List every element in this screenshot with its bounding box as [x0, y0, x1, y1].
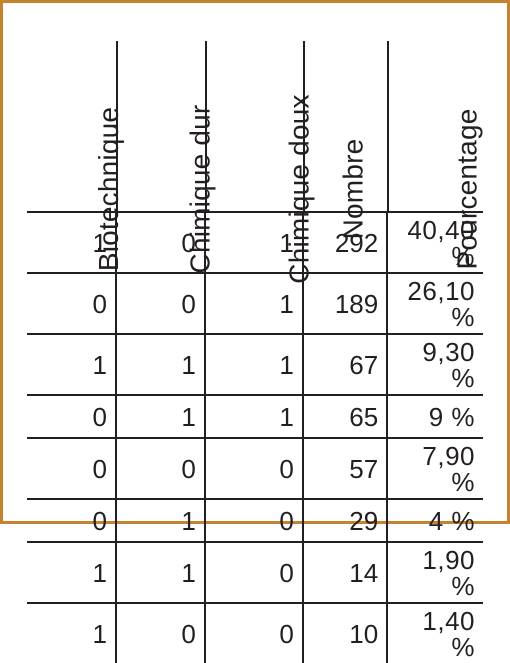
table-row: 1 1 0 14 1,90 %: [27, 542, 483, 603]
cell-nombre: 10: [303, 603, 387, 663]
table-row: 1 0 0 10 1,40 %: [27, 603, 483, 663]
cell-biotechnique: 1: [27, 542, 116, 603]
cell-nombre: 14: [303, 542, 387, 603]
cell-biotechnique: 0: [27, 438, 116, 499]
cell-nombre: 65: [303, 395, 387, 438]
cell-chimique-doux: 1: [205, 395, 303, 438]
col-header-chimique-dur: Chimique dur: [116, 21, 205, 212]
cell-nombre: 67: [303, 334, 387, 395]
cell-chimique-doux: 0: [205, 603, 303, 663]
cell-chimique-dur: 1: [116, 542, 205, 603]
cell-chimique-dur: 1: [116, 334, 205, 395]
header-row: Biotechnique Chimique dur Chimique doux …: [27, 21, 483, 212]
table-row: 1 1 1 67 9,30 %: [27, 334, 483, 395]
cell-chimique-doux: 0: [205, 438, 303, 499]
cell-pourcentage: 9,30 %: [387, 334, 483, 395]
table-row: 0 0 0 57 7,90 %: [27, 438, 483, 499]
col-header-biotechnique: Biotechnique: [27, 21, 116, 212]
cell-pourcentage: 26,10 %: [387, 273, 483, 334]
cell-nombre: 29: [303, 499, 387, 542]
cell-pourcentage: 9 %: [387, 395, 483, 438]
col-header-chimique-doux: Chimique doux: [205, 21, 303, 212]
col-header-nombre: Nombre: [303, 21, 387, 212]
cell-chimique-dur: 0: [116, 438, 205, 499]
cell-pourcentage: 1,90 %: [387, 542, 483, 603]
data-table: Biotechnique Chimique dur Chimique doux …: [27, 21, 483, 663]
table-row: 0 1 0 29 4 %: [27, 499, 483, 542]
cell-chimique-dur: 0: [116, 273, 205, 334]
table-frame: Biotechnique Chimique dur Chimique doux …: [0, 0, 510, 524]
cell-biotechnique: 1: [27, 603, 116, 663]
cell-pourcentage: 1,40 %: [387, 603, 483, 663]
cell-pourcentage: 7,90 %: [387, 438, 483, 499]
cell-biotechnique: 1: [27, 334, 116, 395]
cell-chimique-doux: 1: [205, 334, 303, 395]
col-label: Nombre: [337, 139, 369, 240]
table-body: 1 0 1 292 40,40 % 0 0 1 189 26,10 % 1 1 …: [27, 212, 483, 663]
cell-nombre: 57: [303, 438, 387, 499]
cell-biotechnique: 0: [27, 499, 116, 542]
col-header-pourcentage: Pourcentage: [387, 21, 483, 212]
col-label: Pourcentage: [452, 109, 484, 270]
cell-pourcentage: 4 %: [387, 499, 483, 542]
cell-chimique-doux: 0: [205, 499, 303, 542]
table-row: 0 0 1 189 26,10 %: [27, 273, 483, 334]
cell-chimique-doux: 0: [205, 542, 303, 603]
cell-biotechnique: 0: [27, 395, 116, 438]
table-row: 0 1 1 65 9 %: [27, 395, 483, 438]
cell-chimique-dur: 0: [116, 603, 205, 663]
cell-biotechnique: 0: [27, 273, 116, 334]
cell-chimique-dur: 1: [116, 395, 205, 438]
cell-chimique-dur: 1: [116, 499, 205, 542]
